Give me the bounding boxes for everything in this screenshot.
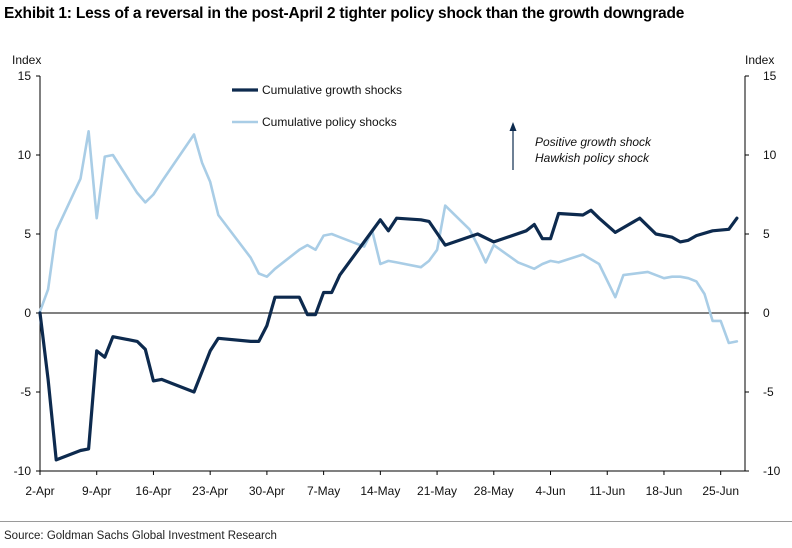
y-tick-label-right: -10 — [763, 464, 781, 478]
y-tick-label-left: -10 — [14, 464, 32, 478]
x-tick-label: 4-Jun — [536, 484, 566, 498]
x-tick-label: 23-Apr — [192, 484, 228, 498]
footer-divider — [0, 521, 792, 522]
y-tick-label-left: 5 — [24, 227, 31, 241]
series-line-policy — [38, 130, 739, 345]
x-tick-label: 18-Jun — [646, 484, 683, 498]
legend-label-policy: Cumulative policy shocks — [262, 115, 397, 129]
y-tick-label-left: 15 — [18, 69, 32, 83]
up-arrow-icon — [509, 122, 517, 131]
legend-label-growth: Cumulative growth shocks — [262, 83, 402, 97]
y-tick-label-right: -5 — [763, 385, 774, 399]
series-line-growth — [38, 208, 739, 462]
y-tick-label-left: 10 — [18, 148, 32, 162]
x-tick-label: 21-May — [417, 484, 457, 498]
x-tick-label: 25-Jun — [702, 484, 739, 498]
y-tick-label-right: 15 — [763, 69, 777, 83]
y-tick-label-right: 0 — [763, 306, 770, 320]
y-tick-label-right: 5 — [763, 227, 770, 241]
x-tick-label: 14-May — [360, 484, 400, 498]
y-tick-label-left: -5 — [20, 385, 31, 399]
y-axis-title-right: Index — [745, 53, 774, 67]
x-tick-label: 28-May — [474, 484, 514, 498]
x-tick-label: 30-Apr — [249, 484, 285, 498]
annotation-label: Positive growth shock — [535, 135, 652, 149]
x-tick-label: 9-Apr — [82, 484, 111, 498]
y-tick-label-left: 0 — [24, 306, 31, 320]
chart: Index Index -10 -10 -5 -5 0 0 5 5 10 10 15 15 2-Apr 9-A… — [12, 53, 781, 498]
x-tick-label: 2-Apr — [25, 484, 54, 498]
annotation-label: Hawkish policy shock — [535, 151, 650, 165]
y-axis-title-left: Index — [12, 53, 41, 67]
chart-title: Exhibit 1: Less of a reversal in the pos… — [4, 5, 685, 22]
x-tick-label: 11-Jun — [589, 484, 625, 498]
y-tick-label-right: 10 — [763, 148, 777, 162]
x-tick-label: 7-May — [307, 484, 340, 498]
source-note: Source: Goldman Sachs Global Investment … — [4, 530, 277, 542]
x-tick-label: 16-Apr — [135, 484, 171, 498]
